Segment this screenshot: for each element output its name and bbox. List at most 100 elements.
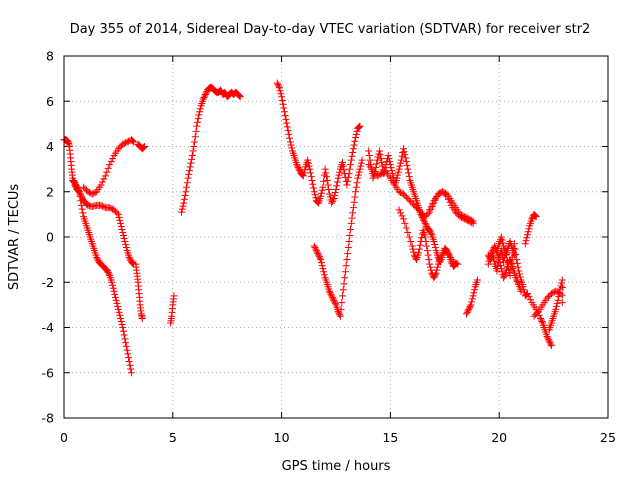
data-point (426, 226, 434, 234)
series-seg-c (80, 136, 138, 198)
data-point (93, 253, 101, 261)
data-point (450, 258, 458, 266)
data-point (547, 342, 555, 350)
data-point (317, 256, 325, 264)
data-point (343, 256, 351, 264)
data-point (202, 89, 210, 97)
y-tick-labels: 8 6 4 2 0 -2 -4 -6 -8 (42, 49, 55, 426)
data-point (192, 127, 200, 135)
data-point (286, 138, 294, 146)
data-point (402, 224, 410, 232)
data-point (411, 202, 419, 210)
data-point (306, 165, 314, 173)
data-point (354, 174, 362, 182)
data-point (129, 259, 137, 267)
data-point (117, 314, 125, 322)
data-point (421, 219, 429, 227)
data-point (418, 234, 426, 242)
data-point (125, 354, 133, 362)
data-point (344, 250, 352, 258)
data-point (386, 161, 394, 169)
data-point (338, 299, 346, 307)
data-point (75, 188, 83, 196)
data-point (312, 245, 320, 253)
data-point (109, 281, 117, 289)
data-point (373, 156, 381, 164)
data-point (341, 268, 349, 276)
data-point (193, 118, 201, 126)
data-point (349, 149, 357, 157)
data-point (400, 148, 408, 156)
data-point (282, 115, 290, 123)
data-point (307, 173, 315, 181)
data-point (386, 158, 394, 166)
data-point (307, 169, 315, 177)
data-point (500, 272, 508, 280)
data-point (314, 198, 322, 206)
data-point (430, 274, 438, 282)
data-point (88, 190, 96, 198)
data-point (81, 185, 89, 193)
y-tick-label: -6 (42, 365, 55, 380)
data-point (510, 251, 518, 259)
data-point (339, 158, 347, 166)
series-seg-e (134, 140, 149, 153)
data-point (415, 207, 423, 215)
data-point (376, 151, 384, 159)
data-point (555, 293, 563, 301)
data-point (543, 333, 551, 341)
data-point (104, 164, 112, 172)
data-point (349, 204, 357, 212)
data-point (484, 260, 492, 268)
data-point (470, 289, 478, 297)
data-point (462, 213, 470, 221)
data-point (122, 139, 130, 147)
data-point (97, 201, 105, 209)
data-point (139, 144, 147, 152)
data-point (278, 96, 286, 104)
data-point (357, 159, 365, 167)
data-point (181, 192, 189, 200)
data-point (351, 137, 359, 145)
data-point (71, 179, 79, 187)
data-point (328, 199, 336, 207)
series-seg-t (545, 276, 566, 334)
data-point (408, 199, 416, 207)
data-point (422, 238, 430, 246)
data-point (370, 169, 378, 177)
data-point (119, 327, 127, 335)
data-point (110, 206, 118, 214)
data-point (345, 238, 353, 246)
data-point (115, 308, 123, 316)
data-point (339, 292, 347, 300)
data-point (114, 305, 122, 313)
data-point (355, 123, 363, 131)
data-point (77, 197, 85, 205)
data-point (310, 184, 318, 192)
data-point (493, 267, 501, 275)
data-point (488, 248, 496, 256)
data-point (431, 241, 439, 249)
data-point (125, 357, 133, 365)
data-point (236, 93, 244, 101)
series-seg-o (484, 240, 555, 350)
data-point (187, 159, 195, 167)
data-point (105, 270, 113, 278)
data-point (115, 213, 123, 221)
data-point (281, 108, 289, 116)
y-tick-label: -8 (42, 411, 55, 426)
data-point (557, 282, 565, 290)
data-point (201, 90, 209, 98)
data-point (285, 130, 293, 138)
data-point (295, 165, 303, 173)
data-point (328, 293, 336, 301)
data-point (294, 162, 302, 170)
data-point (498, 268, 506, 276)
data-point (201, 92, 209, 100)
data-point (430, 238, 438, 246)
x-tick-label: 15 (382, 430, 398, 445)
data-point (121, 335, 129, 343)
data-point (325, 185, 333, 193)
data-point (394, 171, 402, 179)
data-point (432, 269, 440, 277)
